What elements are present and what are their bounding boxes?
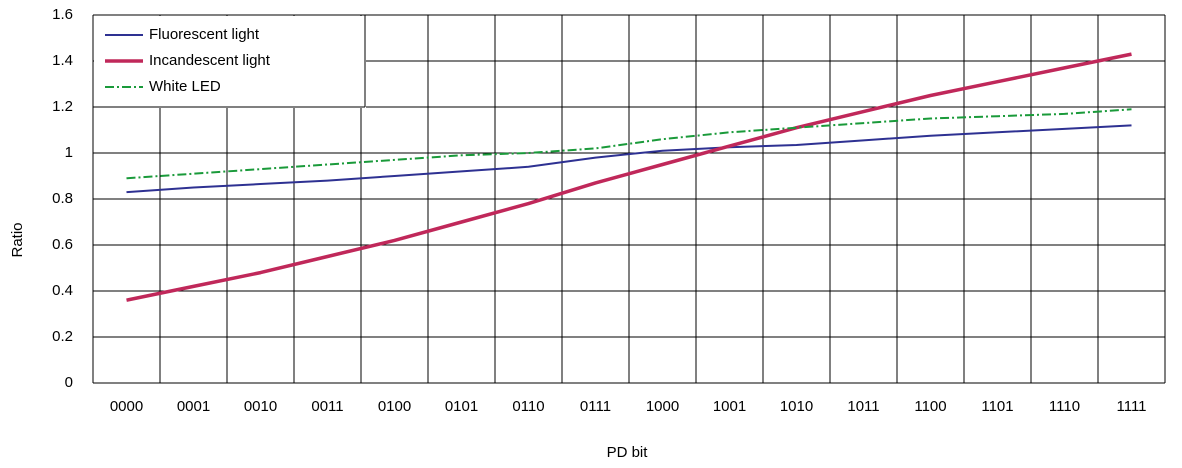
y-tick-label: 1.6 xyxy=(52,6,73,23)
y-axis-label: Ratio xyxy=(9,222,26,257)
x-tick-label: 0001 xyxy=(177,398,210,415)
y-tick-label: 0.4 xyxy=(52,282,73,299)
series-line xyxy=(126,124,1132,194)
y-tick-label: 1.4 xyxy=(52,52,73,69)
y-tick-label: 1 xyxy=(65,144,73,161)
y-tick-label: 0.6 xyxy=(52,236,73,253)
x-tick-label: 1000 xyxy=(646,398,679,415)
y-tick-label: 0.2 xyxy=(52,328,73,345)
x-tick-label: 1110 xyxy=(1049,398,1080,415)
x-tick-label: 1001 xyxy=(713,398,746,415)
x-tick-label: 0111 xyxy=(580,398,611,415)
x-tick-label: 1010 xyxy=(780,398,813,415)
legend-label: White LED xyxy=(149,78,221,95)
x-tick-label: 1100 xyxy=(914,398,946,415)
x-tick-label: 0101 xyxy=(445,398,478,415)
legend-label: Fluorescent light xyxy=(149,26,260,43)
x-tick-label: 0100 xyxy=(378,398,411,415)
x-axis-label: PD bit xyxy=(607,444,649,461)
x-tick-label: 0000 xyxy=(110,398,143,415)
y-tick-label: 0 xyxy=(65,374,73,391)
series-line xyxy=(126,108,1132,180)
x-tick-label: 0010 xyxy=(244,398,277,415)
x-tick-label: 1111 xyxy=(1116,398,1146,415)
series-line xyxy=(126,52,1132,302)
legend-label: Incandescent light xyxy=(149,52,271,69)
y-tick-label: 0.8 xyxy=(52,190,73,207)
x-tick-label: 1101 xyxy=(981,398,1013,415)
x-tick-label: 0011 xyxy=(311,398,343,415)
x-tick-label: 0110 xyxy=(512,398,544,415)
x-tick-label: 1011 xyxy=(847,398,879,415)
y-tick-label: 1.2 xyxy=(52,98,73,115)
